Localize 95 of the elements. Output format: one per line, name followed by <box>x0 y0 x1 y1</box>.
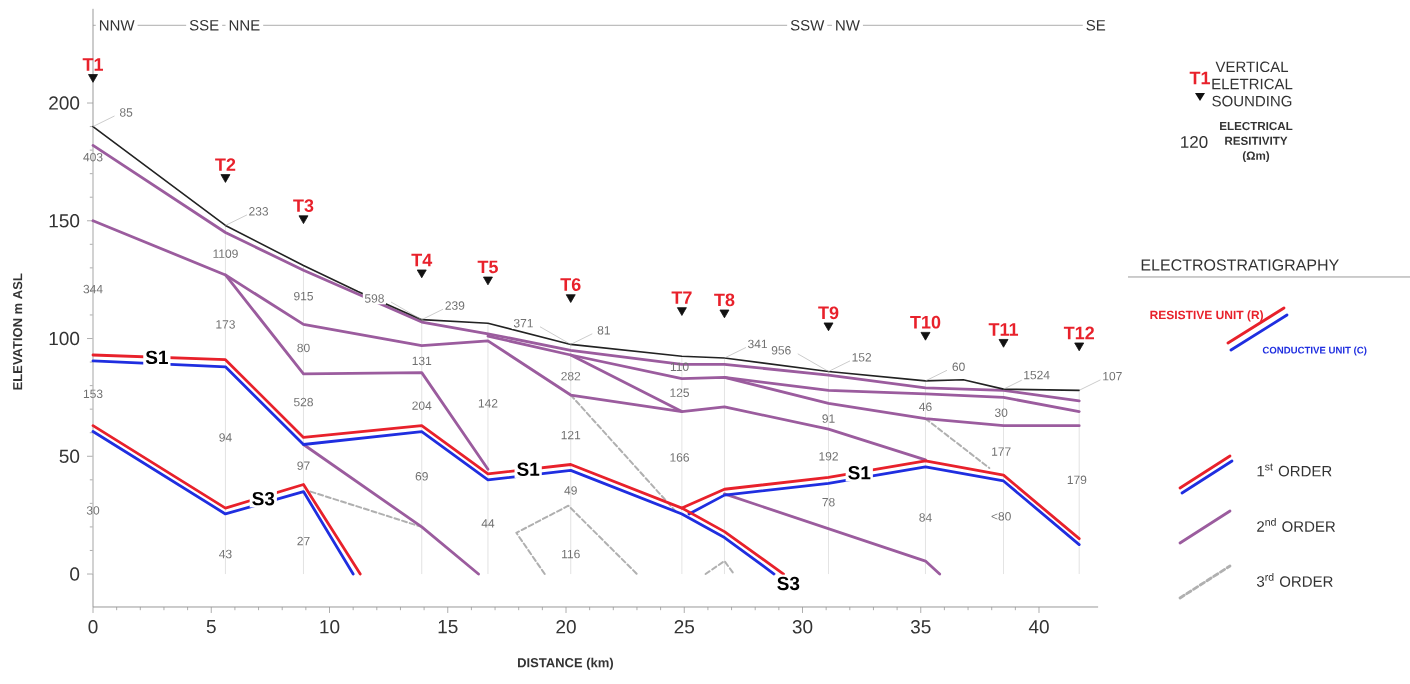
annotation: NNE <box>229 20 260 31</box>
annotation: 116 <box>562 549 580 559</box>
annotation: 69 <box>415 472 428 481</box>
annotation: 598 <box>364 294 384 303</box>
annotation: 80 <box>297 343 310 353</box>
annotation: 152 <box>852 353 872 362</box>
annotation: 78 <box>822 497 835 507</box>
text: ELECTRICAL RESITIVITY (Ωm) <box>1220 121 1293 163</box>
annotation: 166 <box>670 453 689 462</box>
data-label: T9 <box>818 306 839 320</box>
text: VERTICAL ELETRICAL SOUNDING <box>1212 61 1293 107</box>
annotation: 344 <box>83 284 103 294</box>
annotation: 956 <box>771 346 791 355</box>
annotation: 60 <box>952 362 965 372</box>
annotation: NNW <box>99 20 135 31</box>
annotation: 125 <box>670 388 690 397</box>
text: 1$^{st}$ ORDER <box>1257 463 1332 477</box>
x-tick-label: 30 <box>792 620 813 634</box>
x-tick-label: 35 <box>910 620 931 634</box>
annotation: S3 <box>777 576 800 591</box>
data-label: T12 <box>1063 326 1094 340</box>
annotation: S3 <box>252 491 275 506</box>
data-label: T4 <box>411 253 433 267</box>
data-label: T7 <box>671 291 692 304</box>
x-axis-title: DISTANCE (km) <box>518 657 614 670</box>
y-axis-title: ELEVATION m ASL <box>13 273 23 390</box>
annotation: 528 <box>293 397 313 407</box>
annotation: S1 <box>517 462 540 476</box>
annotation: 30 <box>994 408 1008 417</box>
annotation: 131 <box>412 356 432 366</box>
legend-label: 3$^{rd}$ ORDER <box>1256 573 1333 587</box>
annotation: 915 <box>294 291 313 301</box>
x-tick-label: 25 <box>674 620 695 634</box>
annotation: S1 <box>145 350 168 365</box>
annotation: 282 <box>561 371 581 381</box>
text: 120 <box>1181 135 1208 148</box>
x-tick-label: 40 <box>1028 620 1049 634</box>
x-tick-label: 15 <box>438 620 458 634</box>
annotation: 371 <box>513 318 533 328</box>
legend-title: ELECTROSTRATIGRAPHY <box>1141 259 1339 271</box>
text: RESISTIVE UNIT (R) <box>1150 310 1263 322</box>
annotation: NW <box>836 20 860 31</box>
annotation: 84 <box>919 513 932 522</box>
annotation: 81 <box>597 326 610 335</box>
data-label: T10 <box>910 315 941 329</box>
annotation: 192 <box>819 452 838 461</box>
annotation: 43 <box>219 549 232 559</box>
text: CONDUCTIVE UNIT (C) <box>1262 346 1367 356</box>
annotation: 46 <box>919 402 932 412</box>
annotation: 107 <box>1103 371 1122 381</box>
annotation: SE <box>1086 19 1106 31</box>
y-tick-label: 200 <box>49 96 80 110</box>
text: T1 <box>1189 71 1210 85</box>
data-label: T3 <box>293 199 314 212</box>
annotation: 153 <box>83 389 103 399</box>
annotation: 121 <box>561 430 581 440</box>
annotation: 1524 <box>1024 370 1050 380</box>
annotation: 239 <box>445 301 465 310</box>
annotation: 341 <box>748 339 767 349</box>
annotation: 44 <box>481 519 495 528</box>
annotation: 233 <box>249 207 269 216</box>
annotation: 142 <box>478 399 498 408</box>
annotation: 30 <box>86 506 100 515</box>
annotation: 1109 <box>213 249 238 258</box>
annotation: <80 <box>991 512 1011 521</box>
annotation: 177 <box>992 447 1011 456</box>
y-tick-label: 0 <box>70 567 80 581</box>
annotation: 94 <box>219 433 232 442</box>
annotation: SSE <box>189 19 219 31</box>
annotation: 91 <box>822 414 835 423</box>
x-tick-label: 0 <box>88 620 98 634</box>
annotation: 97 <box>297 461 310 470</box>
data-label: T8 <box>714 293 735 307</box>
data-label: T6 <box>560 278 581 291</box>
annotation: 110 <box>670 362 689 372</box>
legend-label: 2$^{nd}$ ORDER <box>1257 518 1336 532</box>
x-tick-label: 20 <box>556 620 576 634</box>
y-tick-label: 100 <box>49 331 80 346</box>
annotation: 179 <box>1067 475 1087 485</box>
data-label: T1 <box>82 58 104 71</box>
data-label: T5 <box>477 260 498 274</box>
data-label: T2 <box>215 158 236 171</box>
annotation: 85 <box>119 108 133 117</box>
y-tick-label: 150 <box>49 214 80 228</box>
y-tick-label: 50 <box>59 449 80 463</box>
annotation: 49 <box>564 486 577 495</box>
annotation: 27 <box>297 536 310 546</box>
annotation: SSW <box>790 19 825 31</box>
annotation: 403 <box>83 152 103 162</box>
x-tick-label: 10 <box>320 620 340 634</box>
annotation: 204 <box>412 401 432 410</box>
x-tick-label: 5 <box>206 620 216 634</box>
annotation: 173 <box>216 320 235 329</box>
annotation: S1 <box>848 466 871 480</box>
data-label: T11 <box>988 323 1019 336</box>
